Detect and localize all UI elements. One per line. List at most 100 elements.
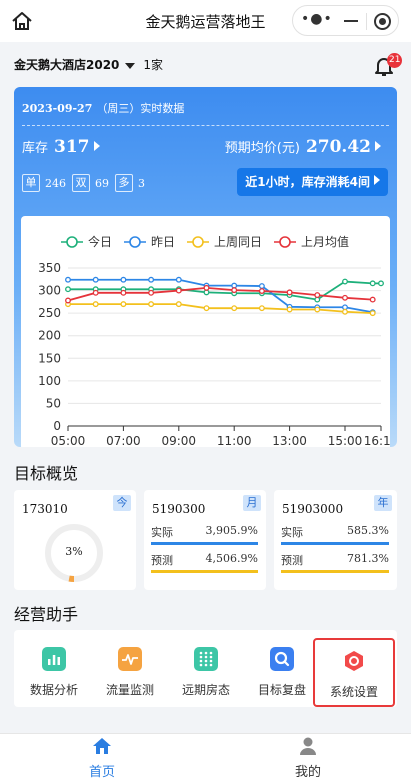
- series-line-2: [68, 303, 373, 315]
- legend-item-0[interactable]: 今日: [61, 233, 112, 250]
- legend-item-1[interactable]: 昨日: [124, 233, 175, 250]
- stock-consume-label: 近1小时，库存消耗4间: [245, 175, 370, 189]
- tool-label: 远期房态: [181, 683, 230, 697]
- data-point: [92, 289, 99, 296]
- data-point: [314, 292, 321, 299]
- grid-dots-icon: [194, 647, 218, 671]
- data-point: [92, 276, 99, 283]
- chart-legend[interactable]: 今日 昨日 上周同日 上月均值: [61, 233, 361, 250]
- goal-card-today[interactable]: 173010 今 3%: [14, 490, 136, 590]
- hotel-count: 1家: [143, 58, 164, 72]
- y-tick-label: 200: [38, 329, 61, 343]
- avg-price-value: 270.42: [305, 137, 371, 157]
- capsule-divider: [366, 13, 367, 30]
- data-point: [258, 305, 265, 312]
- data-point: [120, 289, 127, 296]
- legend-item-2[interactable]: 上周同日: [187, 233, 262, 250]
- tab-home[interactable]: 首页: [42, 737, 162, 779]
- tool-goal-review[interactable]: 目标复盘: [244, 630, 320, 707]
- page-title: 金天鹅运营落地王: [145, 13, 266, 31]
- hotel-selector[interactable]: 金天鹅大酒店2020 1家: [14, 56, 163, 73]
- goal-today-tag: 今: [113, 495, 131, 511]
- data-point: [175, 276, 182, 283]
- x-tick-label: 15:00: [328, 434, 363, 447]
- goal-year-tag: 年: [374, 495, 392, 511]
- y-tick-label: 250: [38, 306, 61, 320]
- data-point: [65, 276, 71, 283]
- goal-month-actual: 实际 3,905.9%: [151, 524, 258, 540]
- more-icon[interactable]: •●•: [301, 11, 333, 27]
- actual-value: 585.3%: [347, 524, 389, 537]
- x-tick-label: 07:00: [106, 434, 141, 447]
- stock-value: 317: [54, 137, 90, 157]
- goal-year-forecast-bar: [281, 570, 389, 573]
- goal-card-month[interactable]: 5190300 月 实际 3,905.9% 预测 4,506.9%: [144, 490, 266, 590]
- legend-marker: [187, 235, 210, 248]
- data-point: [369, 310, 376, 317]
- user-icon: [300, 737, 316, 755]
- tool-system-settings[interactable]: 系统设置: [313, 638, 395, 707]
- legend-label: 上月均值: [301, 235, 350, 249]
- goal-month-value: 5190300: [152, 502, 206, 516]
- legend-marker: [274, 235, 297, 248]
- tool-label: 系统设置: [329, 685, 378, 699]
- mini-program-capsule: •●•: [292, 5, 399, 36]
- y-tick-label: 50: [46, 396, 61, 410]
- actual-label: 实际: [151, 526, 173, 539]
- x-tick-label: 05:00: [51, 434, 86, 447]
- legend-marker: [124, 235, 147, 248]
- data-point: [120, 276, 127, 283]
- goal-month-forecast-bar: [151, 570, 258, 573]
- forecast-value: 781.3%: [347, 552, 389, 565]
- avg-price-summary[interactable]: 预期均价(元) 270.42: [225, 137, 381, 157]
- stock-consume-button[interactable]: 近1小时，库存消耗4间: [237, 168, 388, 196]
- search-icon: [270, 647, 294, 671]
- home-icon[interactable]: [10, 9, 34, 33]
- data-point: [175, 287, 182, 294]
- y-tick-label: 350: [38, 261, 61, 275]
- data-point: [92, 301, 99, 308]
- x-tick-label: 13:00: [272, 434, 307, 447]
- hexagon-settings-icon: [345, 651, 363, 671]
- forecast-label: 预测: [151, 554, 173, 567]
- goal-card-year[interactable]: 51903000 年 实际 585.3% 预测 781.3%: [274, 490, 397, 590]
- tool-future-room-status[interactable]: 远期房态: [168, 630, 244, 707]
- goal-year-value: 51903000: [282, 502, 344, 516]
- tab-home-label: 首页: [88, 765, 115, 779]
- forecast-value: 4,506.9%: [205, 552, 258, 565]
- data-point: [369, 280, 376, 287]
- y-tick-label: 150: [38, 351, 61, 365]
- room-count-double: 69: [95, 176, 109, 190]
- caret-down-icon: [125, 62, 136, 69]
- data-point: [203, 284, 210, 291]
- bell-icon[interactable]: [373, 55, 395, 77]
- goal-year-forecast: 预测 781.3%: [281, 552, 389, 568]
- stock-summary[interactable]: 库存 317: [22, 137, 100, 157]
- minimize-icon[interactable]: [344, 20, 358, 22]
- legend-marker: [61, 235, 83, 248]
- goal-progress-ring: [45, 524, 103, 582]
- tab-mine[interactable]: 我的: [248, 737, 368, 779]
- data-point: [286, 289, 293, 296]
- legend-item-3[interactable]: 上月均值: [274, 233, 349, 250]
- tool-label: 目标复盘: [257, 683, 306, 697]
- stock-trend-chart: 今日 昨日 上周同日 上月均值 0 50 100 150 200 250 300 350 05:00 0…: [21, 216, 390, 447]
- data-point: [342, 278, 348, 285]
- data-point: [148, 289, 155, 296]
- data-point: [120, 301, 127, 308]
- realtime-panel: 2023-09-27 （周三）实时数据 库存 317 预期均价(元) 270.42 单…: [14, 87, 397, 447]
- tool-traffic-monitor[interactable]: 流量监测: [92, 630, 168, 707]
- x-tick-label: 11:00: [217, 434, 252, 447]
- series-line-1: [68, 278, 373, 314]
- actual-label: 实际: [281, 526, 303, 539]
- goal-month-actual-bar: [151, 542, 258, 545]
- goal-year-actual: 实际 585.3%: [281, 524, 389, 540]
- close-icon[interactable]: [374, 13, 391, 30]
- data-point: [65, 297, 71, 304]
- chart-plot: 0 50 100 150 200 250 300 350 05:00 07:00 09:00 11:0…: [38, 261, 390, 447]
- tool-data-analysis[interactable]: 数据分析: [16, 630, 92, 707]
- data-point: [369, 296, 376, 303]
- dashed-divider: [22, 125, 389, 126]
- room-count-multi: 3: [138, 176, 145, 190]
- data-point: [378, 280, 384, 287]
